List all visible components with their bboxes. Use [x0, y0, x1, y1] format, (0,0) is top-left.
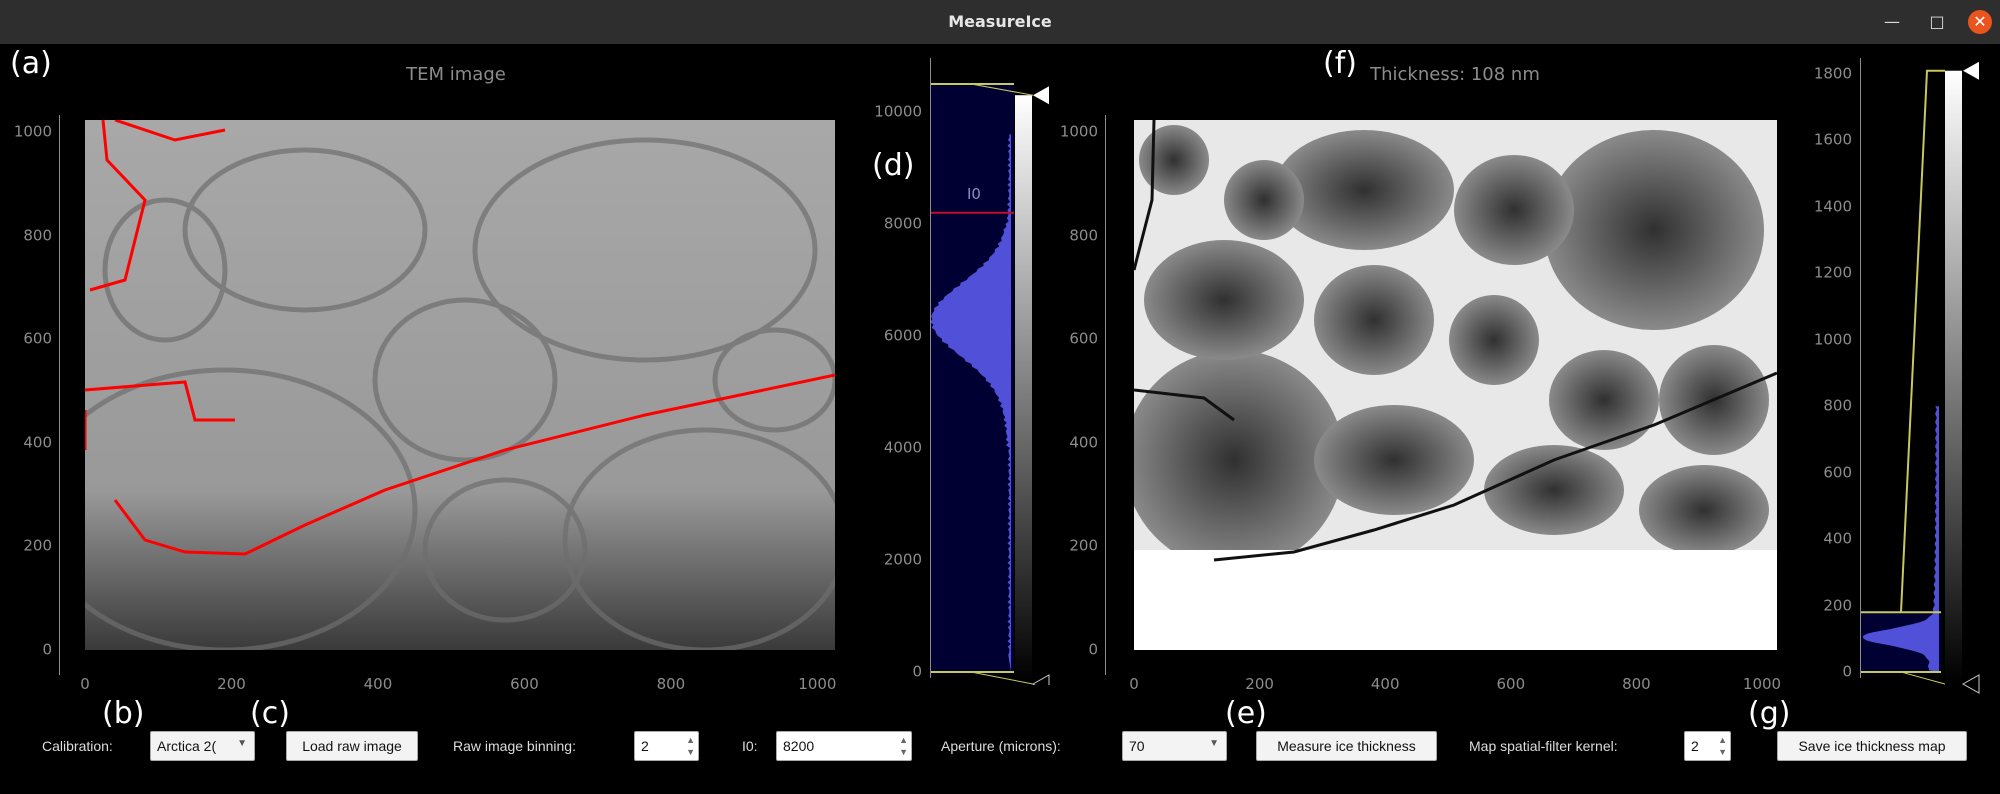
- spin-arrows-icon[interactable]: ▲ ▼: [899, 735, 908, 757]
- kernel-spinbox[interactable]: 2 ▲ ▼: [1684, 731, 1731, 761]
- tick-label: 600: [510, 675, 539, 693]
- calibration-dropdown[interactable]: Arctica 2( ▼: [150, 731, 255, 761]
- tick-label: 1200: [1813, 263, 1852, 282]
- thickness-map[interactable]: [1134, 120, 1777, 650]
- load-raw-image-button[interactable]: Load raw image: [286, 731, 418, 761]
- aperture-value: 70: [1129, 738, 1145, 754]
- tick-label: 800: [23, 226, 52, 245]
- tick-label: 8000: [883, 214, 922, 233]
- tick-label: 400: [363, 675, 393, 693]
- thickness-plot-title: Thickness: 108 nm: [1370, 64, 1540, 85]
- chevron-down-icon: ▼: [1209, 738, 1219, 749]
- max-level-handle-icon: [1033, 86, 1049, 105]
- tick-label: 600: [1823, 463, 1852, 482]
- tick-label: 800: [1823, 396, 1852, 415]
- panel-label-b: (b): [102, 696, 145, 731]
- tick-label: 0: [912, 662, 922, 681]
- i0-spinbox[interactable]: 8200 ▲ ▼: [776, 731, 912, 761]
- spin-arrows-icon[interactable]: ▲ ▼: [1718, 735, 1727, 757]
- gradient-mapping-line: [970, 83, 1034, 96]
- gradient-mapping-line: [970, 671, 1034, 685]
- maximize-icon[interactable]: □: [1929, 12, 1945, 31]
- thickness-hist-axis: [1860, 58, 1861, 678]
- tick-label: 200: [1069, 536, 1098, 555]
- tick-label: 600: [23, 329, 52, 348]
- spin-arrows-icon[interactable]: ▲ ▼: [686, 735, 695, 757]
- tick-label: 600: [1496, 675, 1526, 693]
- window-title: MeasureIce: [948, 12, 1052, 31]
- tick-label: 800: [1069, 226, 1098, 245]
- panel-label-f: (f): [1323, 46, 1357, 81]
- aperture-dropdown[interactable]: 70 ▼: [1122, 731, 1227, 761]
- tick-label: 4000: [883, 438, 922, 457]
- kernel-label: Map spatial-filter kernel:: [1469, 738, 1618, 754]
- tick-label: 0: [1129, 675, 1139, 693]
- tick-label: 400: [1370, 675, 1400, 693]
- thickness-y-axis: [1105, 115, 1106, 675]
- tick-label: 400: [1823, 529, 1852, 548]
- tick-label: 1000: [13, 122, 52, 141]
- colorbar: [1945, 70, 1962, 684]
- gradient-mapping-line: [1900, 671, 1946, 685]
- tick-label: 6000: [883, 326, 922, 345]
- tem-image[interactable]: [85, 120, 835, 650]
- tem-y-axis: [59, 115, 60, 675]
- minimize-icon[interactable]: —: [1884, 12, 1900, 31]
- kernel-value: 2: [1691, 738, 1699, 754]
- thickness-histogram[interactable]: [1861, 55, 2000, 700]
- tick-label: 1000: [798, 675, 837, 693]
- max-level-handle-icon: [1963, 61, 1979, 80]
- tick-label: 0: [1842, 662, 1852, 681]
- tick-label: 1000: [1742, 675, 1782, 693]
- binning-spinbox[interactable]: 2 ▲ ▼: [634, 731, 699, 761]
- colorbar: [1015, 95, 1032, 682]
- i0-label: I0:: [742, 738, 758, 754]
- calibration-label: Calibration:: [42, 738, 113, 754]
- binning-value: 2: [641, 738, 649, 754]
- min-level-handle-icon: [1961, 674, 1980, 694]
- i0-line-label: I0: [967, 185, 981, 203]
- tick-label: 0: [42, 640, 52, 659]
- tick-label: 400: [23, 433, 52, 452]
- title-bar: MeasureIce — □ ✕: [0, 0, 2000, 44]
- tick-label: 1000: [1813, 330, 1852, 349]
- tick-label: 10000: [874, 102, 922, 121]
- measure-ice-thickness-button[interactable]: Measure ice thickness: [1256, 731, 1437, 761]
- panel-label-g: (g): [1748, 696, 1791, 731]
- panel-label-d: (d): [872, 148, 915, 183]
- histogram-bars: [1862, 406, 1939, 672]
- tick-label: 1800: [1813, 64, 1852, 83]
- calibration-value: Arctica 2(: [157, 738, 217, 754]
- panel-label-e: (e): [1225, 696, 1267, 731]
- i0-value: 8200: [783, 738, 815, 754]
- chevron-down-icon: ▼: [237, 738, 247, 749]
- min-level-handle-icon: [1031, 674, 1050, 685]
- histogram-bars: [931, 134, 1011, 672]
- tem-hist-axis: [930, 58, 931, 678]
- tick-label: 200: [23, 536, 52, 555]
- tick-label: 800: [656, 675, 686, 693]
- tick-label: 200: [217, 675, 246, 693]
- tick-label: 2000: [883, 550, 922, 569]
- tick-label: 400: [1069, 433, 1098, 452]
- tick-label: 1000: [1059, 122, 1098, 141]
- panel-label-a: (a): [10, 46, 52, 81]
- binning-label: Raw image binning:: [453, 738, 576, 754]
- tick-label: 200: [1245, 675, 1274, 693]
- tick-label: 600: [1069, 329, 1098, 348]
- close-icon[interactable]: ✕: [1968, 10, 1992, 34]
- gradient-mapping-line: [1900, 69, 1945, 613]
- tick-label: 800: [1622, 675, 1651, 693]
- tick-label: 200: [1823, 596, 1852, 615]
- tick-label: 1400: [1813, 197, 1852, 216]
- panel-label-c: (c): [250, 696, 290, 731]
- tem-histogram[interactable]: [931, 60, 1051, 685]
- save-ice-thickness-map-button[interactable]: Save ice thickness map: [1777, 731, 1967, 761]
- tick-label: 0: [80, 675, 90, 693]
- tick-label: 0: [1088, 640, 1098, 659]
- aperture-label: Aperture (microns):: [941, 738, 1061, 754]
- tem-plot-title: TEM image: [406, 64, 506, 85]
- tick-label: 1600: [1813, 130, 1852, 149]
